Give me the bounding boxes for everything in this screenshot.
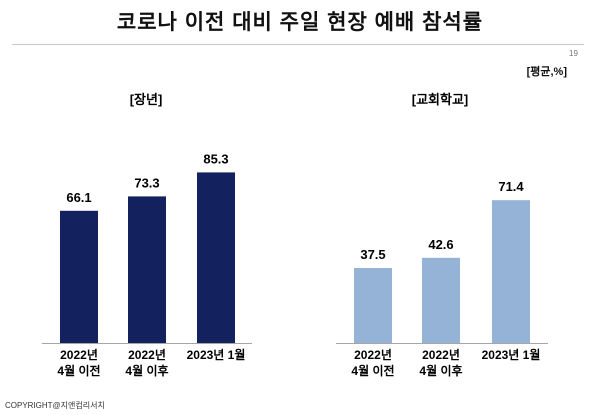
x-tick-label: 2022년	[354, 348, 392, 362]
copyright: COPYRIGHT@지앤컴리서치	[5, 401, 105, 410]
x-tick-label: 4월 이전	[351, 363, 394, 378]
x-tick-label: 2022년	[128, 348, 166, 362]
x-tick-label: 4월 이후	[419, 363, 462, 378]
chart-title: [장년]	[130, 92, 163, 107]
x-tick-label: 2022년	[422, 348, 460, 362]
data-label: 71.4	[498, 179, 524, 194]
x-tick-label: 2023년 1월	[187, 347, 246, 362]
x-tick-label: 2023년 1월	[482, 347, 541, 362]
data-label: 42.6	[428, 237, 453, 252]
x-tick-label: 4월 이후	[125, 363, 168, 378]
data-label: 37.5	[360, 247, 385, 262]
page-number: 19	[569, 49, 578, 58]
bar	[197, 172, 235, 343]
bar	[128, 196, 166, 343]
data-label: 66.1	[66, 190, 91, 205]
page-title: 코로나 이전 대비 주일 현장 예배 참석률	[116, 11, 484, 34]
unit-label: [평균,%]	[526, 66, 567, 78]
data-label: 73.3	[134, 175, 159, 190]
chart-title: [교회학교]	[412, 92, 469, 107]
x-tick-label: 2022년	[60, 348, 98, 362]
x-tick-label: 4월 이전	[57, 363, 100, 378]
title-divider	[12, 44, 584, 45]
bar	[354, 268, 392, 343]
bar	[60, 210, 98, 343]
bar	[492, 200, 530, 343]
bar	[422, 257, 460, 343]
data-label: 85.3	[203, 151, 228, 166]
